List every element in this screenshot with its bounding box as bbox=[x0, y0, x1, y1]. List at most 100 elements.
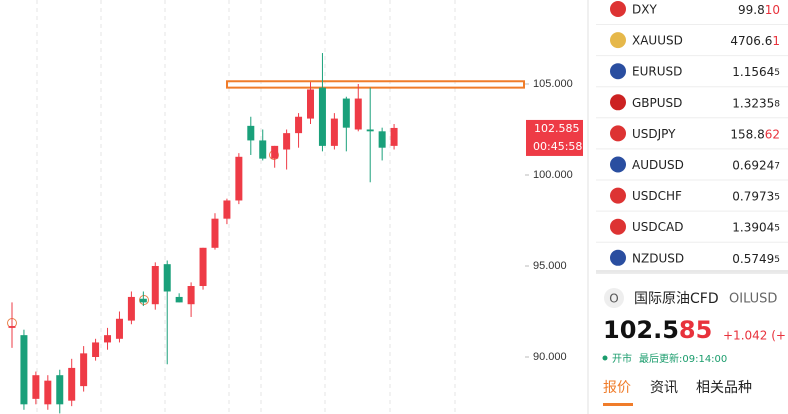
watch-price-tail: 7 bbox=[774, 161, 780, 171]
watch-price-main: 1.1564 bbox=[732, 65, 774, 79]
candle-body bbox=[56, 375, 64, 405]
status-dot bbox=[602, 355, 608, 361]
tab[interactable]: 资讯 bbox=[650, 380, 678, 396]
candle-body bbox=[223, 200, 231, 219]
candle-body bbox=[283, 133, 291, 150]
flag-icon bbox=[610, 32, 626, 49]
countdown: 00:45:58 bbox=[533, 140, 582, 153]
watch-price-tail: 5 bbox=[774, 254, 780, 264]
watch-price: 0.79735 bbox=[732, 189, 780, 203]
candle-body bbox=[127, 296, 135, 321]
watch-symbol: USDJPY bbox=[632, 127, 676, 141]
candle-body bbox=[378, 131, 386, 148]
y-tick-label: 95.000 bbox=[533, 260, 567, 272]
watch-symbol: NZDUSD bbox=[632, 251, 684, 265]
candle-body bbox=[354, 98, 362, 130]
last-price-box bbox=[526, 119, 583, 156]
candle-body bbox=[44, 380, 52, 405]
watch-price-main: 1.3904 bbox=[732, 220, 774, 234]
flag-icon bbox=[610, 156, 626, 173]
flag-icon bbox=[610, 1, 626, 17]
watch-symbol: EURUSD bbox=[632, 65, 682, 79]
last-price: 102.585 bbox=[534, 122, 580, 135]
candle-body bbox=[271, 145, 279, 159]
candle-body bbox=[307, 89, 314, 119]
watch-price-main: 158.8 bbox=[730, 127, 764, 141]
candle-body bbox=[330, 118, 338, 146]
quote-price-tail: 85 bbox=[679, 316, 712, 344]
symbol-icon bbox=[604, 288, 624, 308]
candle-body bbox=[175, 296, 183, 303]
watch-price: 1.15645 bbox=[732, 65, 780, 79]
flag-icon bbox=[610, 94, 626, 111]
watch-price: 158.862 bbox=[730, 127, 780, 141]
watch-symbol: AUDUSD bbox=[632, 158, 684, 172]
watch-price-tail: 1 bbox=[772, 34, 780, 48]
watch-price-main: 4706.6 bbox=[730, 34, 772, 48]
symbol-icon-text: O bbox=[609, 292, 618, 306]
y-tick-label: 100.000 bbox=[533, 169, 573, 181]
watch-price-main: 0.5749 bbox=[732, 251, 774, 265]
watch-price: 1.32358 bbox=[732, 96, 780, 110]
watch-price-tail: 10 bbox=[765, 3, 780, 17]
candle-body bbox=[259, 140, 267, 159]
watch-symbol: DXY bbox=[632, 3, 657, 17]
candle-body bbox=[104, 335, 112, 343]
watch-price-tail: 5 bbox=[774, 68, 780, 78]
candle-body bbox=[163, 264, 171, 292]
flag-icon bbox=[610, 125, 626, 142]
flag-icon bbox=[610, 218, 626, 235]
watch-symbol: USDCHF bbox=[632, 189, 682, 203]
watch-price: 0.69247 bbox=[732, 158, 780, 172]
watch-price-tail: 8 bbox=[774, 99, 780, 109]
watch-price-tail: 62 bbox=[765, 127, 780, 141]
quote-change: +1.042 (+ bbox=[723, 329, 786, 343]
tab-underline bbox=[603, 403, 633, 406]
candle-body bbox=[235, 156, 243, 201]
flag-icon bbox=[610, 63, 626, 80]
candle-body bbox=[92, 342, 100, 357]
tab[interactable]: 相关品种 bbox=[696, 380, 752, 396]
last-update: 最后更新:09:14:00 bbox=[639, 352, 727, 365]
candle-body bbox=[318, 87, 326, 146]
quote-code: OILUSD bbox=[729, 292, 777, 307]
time-grid bbox=[36, 0, 456, 414]
flag-icon bbox=[610, 249, 626, 266]
watch-price: 1.39045 bbox=[732, 220, 780, 234]
candle-body bbox=[211, 218, 219, 248]
watch-price-tail: 5 bbox=[774, 223, 780, 233]
candle-body bbox=[295, 116, 303, 134]
candle-body bbox=[32, 375, 40, 399]
y-tick-label: 90.000 bbox=[533, 351, 567, 363]
watch-symbol: XAUUSD bbox=[632, 34, 683, 48]
candle-body bbox=[366, 129, 374, 132]
watch-price: 4706.61 bbox=[730, 34, 780, 48]
candle-body bbox=[199, 247, 207, 287]
watch-price: 99.810 bbox=[738, 3, 780, 17]
candle-body bbox=[115, 318, 123, 339]
candle-body bbox=[8, 326, 16, 328]
watch-price-main: 0.6924 bbox=[732, 158, 774, 172]
quote-price: 102.585 bbox=[603, 316, 712, 344]
watch-symbol: GBPUSD bbox=[632, 96, 682, 110]
quote-price-main: 102.5 bbox=[603, 316, 679, 344]
candle-body bbox=[139, 298, 147, 303]
candle-body bbox=[151, 265, 159, 305]
candle-body bbox=[68, 367, 76, 401]
candle-body bbox=[80, 353, 88, 387]
tab-active[interactable]: 报价 bbox=[603, 380, 631, 396]
quote-name: 国际原油CFD bbox=[634, 291, 719, 307]
candle-body bbox=[20, 335, 28, 405]
watch-symbol: USDCAD bbox=[632, 220, 683, 234]
watch-price: 0.57495 bbox=[732, 251, 780, 265]
candle-body bbox=[187, 286, 195, 305]
watch-price-main: 99.8 bbox=[738, 3, 765, 17]
watch-price-main: 0.7973 bbox=[732, 189, 774, 203]
candle-body bbox=[390, 127, 398, 146]
watch-price-tail: 5 bbox=[774, 192, 780, 202]
market-status: 开市 bbox=[612, 352, 632, 365]
candle-body bbox=[247, 125, 255, 141]
y-tick-label: 105.000 bbox=[533, 78, 573, 90]
